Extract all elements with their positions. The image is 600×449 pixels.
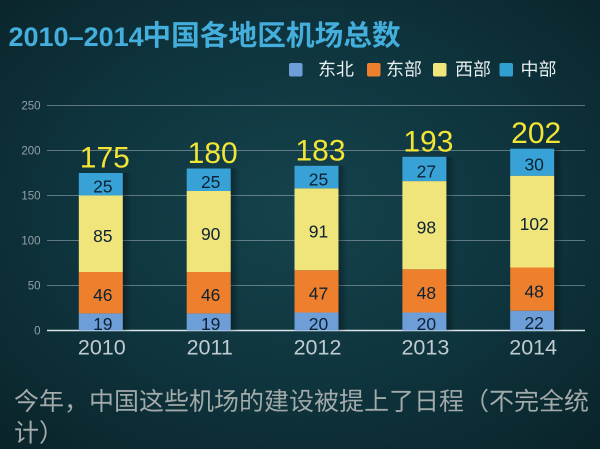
svg-text:47: 47	[309, 284, 328, 304]
svg-text:25: 25	[201, 172, 220, 192]
svg-text:90: 90	[201, 224, 221, 244]
svg-text:20: 20	[417, 314, 437, 334]
svg-text:2014: 2014	[509, 336, 557, 360]
svg-text:200: 200	[21, 146, 40, 158]
svg-text:50: 50	[28, 281, 41, 293]
svg-text:46: 46	[201, 285, 220, 305]
svg-text:30: 30	[524, 155, 544, 175]
svg-text:46: 46	[93, 285, 112, 305]
svg-text:22: 22	[524, 313, 543, 333]
svg-text:183: 183	[295, 134, 345, 167]
svg-text:2010: 2010	[78, 336, 126, 360]
svg-text:25: 25	[93, 177, 112, 197]
svg-text:25: 25	[309, 169, 328, 189]
svg-text:202: 202	[511, 117, 561, 150]
svg-text:250: 250	[21, 101, 40, 113]
svg-text:2011: 2011	[187, 336, 233, 360]
svg-text:0: 0	[34, 326, 40, 338]
svg-text:150: 150	[21, 191, 40, 203]
svg-text:48: 48	[524, 281, 543, 301]
svg-text:85: 85	[93, 226, 112, 246]
svg-text:100: 100	[21, 236, 40, 248]
svg-text:2013: 2013	[401, 336, 449, 360]
svg-text:2010–2014: 2010–2014	[9, 22, 144, 52]
svg-text:27: 27	[417, 161, 436, 181]
svg-text:19: 19	[201, 314, 220, 334]
svg-text:180: 180	[188, 137, 238, 170]
svg-text:193: 193	[403, 125, 453, 158]
svg-text:91: 91	[309, 222, 328, 242]
svg-text:2012: 2012	[294, 336, 342, 360]
svg-text:19: 19	[93, 314, 112, 334]
svg-text:48: 48	[417, 283, 436, 303]
svg-text:20: 20	[309, 314, 329, 334]
svg-text:98: 98	[417, 218, 436, 238]
svg-text:175: 175	[80, 142, 130, 175]
svg-text:102: 102	[520, 214, 549, 234]
